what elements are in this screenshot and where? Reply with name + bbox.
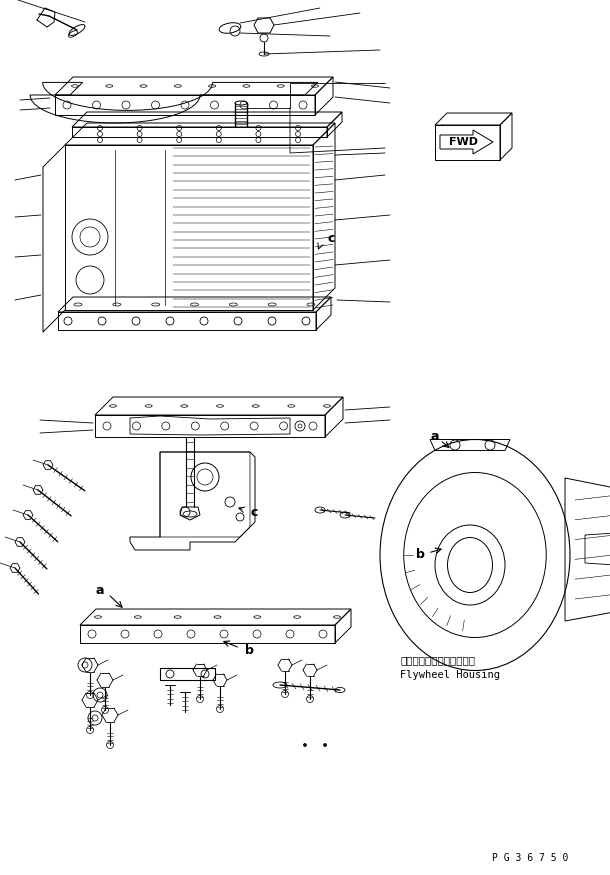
Text: b: b: [415, 549, 425, 562]
Text: a: a: [431, 430, 439, 444]
Text: b: b: [245, 643, 254, 656]
Circle shape: [304, 744, 306, 746]
Text: フライホイールハウジング: フライホイールハウジング: [400, 655, 475, 665]
Text: a: a: [96, 584, 104, 597]
Text: P G 3 6 7 5 0: P G 3 6 7 5 0: [492, 853, 568, 863]
Text: c: c: [327, 232, 334, 244]
Text: Flywheel Housing: Flywheel Housing: [400, 670, 500, 680]
Circle shape: [323, 744, 326, 746]
Text: FWD: FWD: [448, 137, 478, 147]
Text: c: c: [250, 506, 257, 519]
